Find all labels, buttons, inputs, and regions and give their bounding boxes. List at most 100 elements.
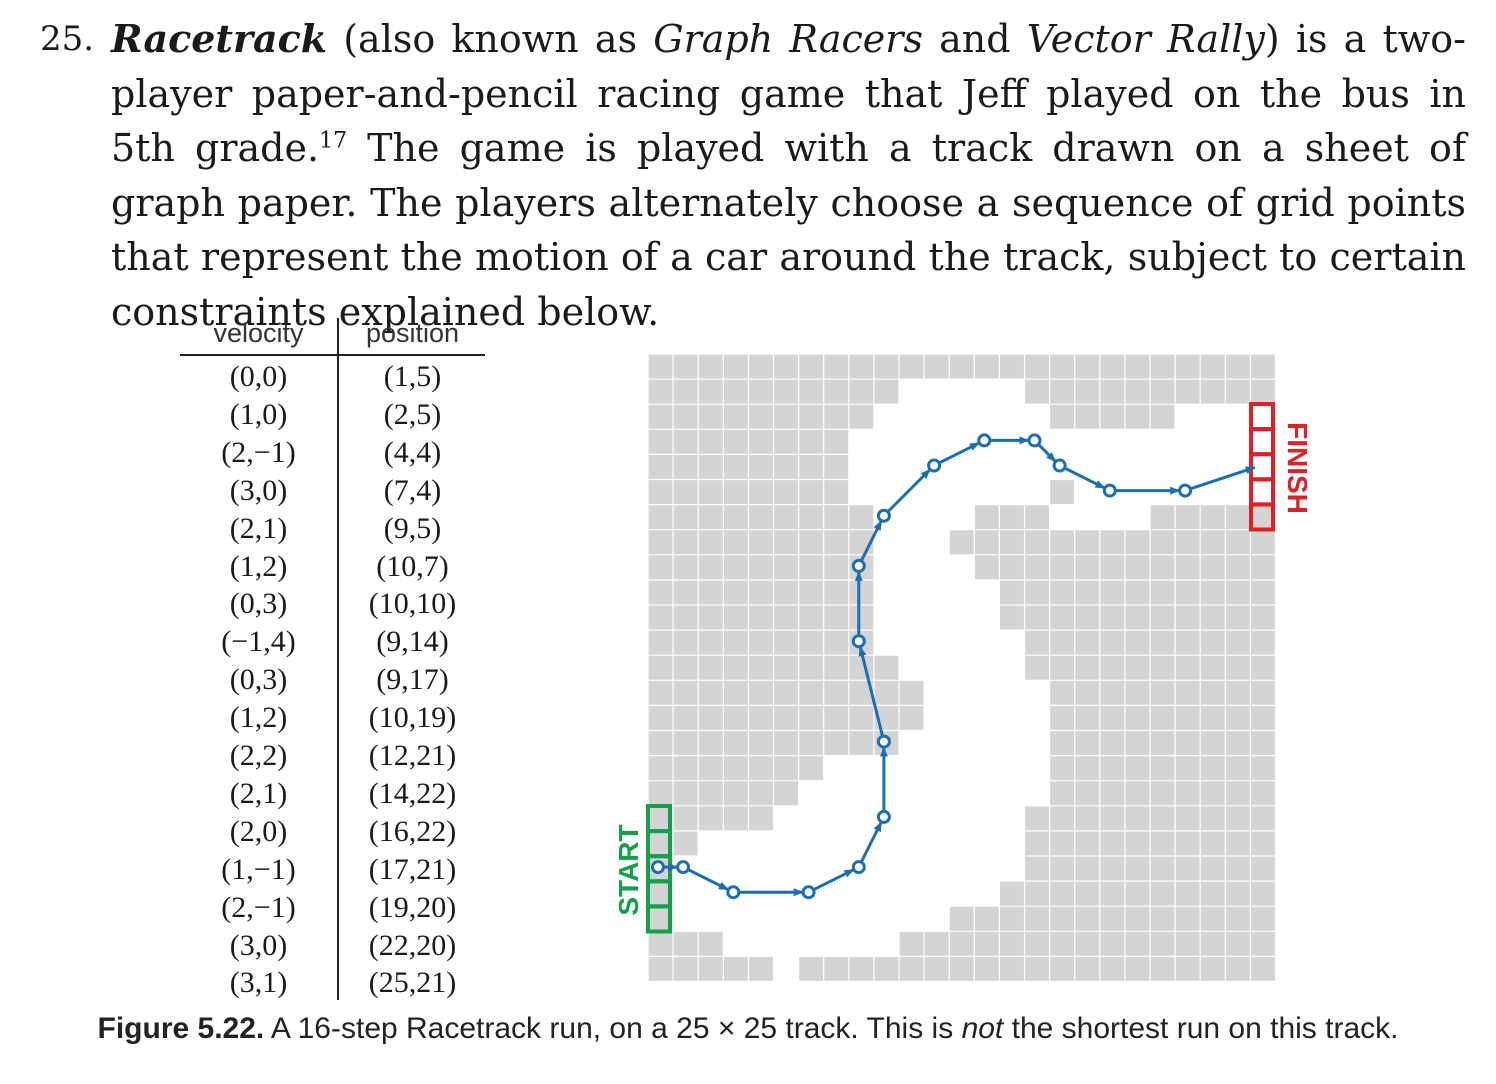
position-cell: (19,20) [368,890,457,924]
track-wall-cell [1124,655,1150,681]
track-road-cell [974,655,1000,681]
track-wall-cell [999,579,1025,605]
track-wall-cell [698,931,724,957]
track-wall-cell [1250,529,1276,555]
track-wall-cell [1024,554,1050,580]
track-wall-cell [1074,655,1100,681]
track-wall-cell [1175,956,1201,982]
track-wall-cell [1049,680,1075,706]
caption-emphasis: not [961,1012,1004,1045]
track-wall-cell [798,956,824,982]
track-wall-cell [1074,529,1100,555]
problem-intro-segment: Vector Rally [1026,17,1265,61]
track-wall-cell [648,755,674,781]
track-wall-cell [773,705,799,731]
track-road-cell [1099,504,1125,530]
track-road-cell [1024,479,1050,505]
track-wall-cell [1200,780,1226,806]
track-wall-cell [723,755,749,781]
track-road-cell [974,780,1000,806]
track-wall-cell [1049,479,1075,505]
track-wall-cell [1099,554,1125,580]
track-road-cell [848,479,874,505]
track-road-cell [924,504,950,530]
track-wall-cell [648,931,674,957]
track-wall-cell [648,705,674,731]
track-road-cell [1200,404,1226,430]
path-point [876,508,891,523]
track-wall-cell [999,504,1025,530]
track-wall-cell [1049,780,1075,806]
track-road-cell [873,579,899,605]
track-road-cell [823,931,849,957]
path-point [977,433,992,448]
track-wall-cell [1124,630,1150,656]
track-wall-cell [1150,931,1176,957]
track-road-cell [974,404,1000,430]
track-road-cell [823,805,849,831]
track-wall-cell [673,956,699,982]
track-wall-cell [974,931,1000,957]
position-cell: (9,14) [376,625,449,659]
track-wall-cell [823,730,849,756]
track-road-cell [924,881,950,907]
track-wall-cell [673,655,699,681]
track-wall-cell [1099,705,1125,731]
track-road-cell [974,454,1000,480]
track-road-cell [1049,429,1075,455]
track-wall-cell [1074,705,1100,731]
track-road-cell [924,705,950,731]
track-road-cell [848,454,874,480]
track-wall-cell [1250,354,1276,380]
track-road-cell [698,906,724,932]
track-wall-cell [673,479,699,505]
track-wall-cell [1049,906,1075,932]
track-road-cell [1074,429,1100,455]
track-road-cell [999,655,1025,681]
track-wall-cell [1124,856,1150,882]
track-wall-cell [1200,830,1226,856]
position-cell: (14,22) [368,776,457,810]
track-wall-cell [1200,680,1226,706]
track-wall-cell [1074,354,1100,380]
track-wall-cell [1200,379,1226,405]
track-road-cell [924,529,950,555]
path-point [1102,483,1117,498]
track-wall-cell [1150,354,1176,380]
track-wall-cell [924,956,950,982]
velocity-cell: (2,2) [229,739,288,772]
track-road-cell [723,931,749,957]
track-wall-cell [1250,956,1276,982]
track-wall-cell [698,429,724,455]
track-road-cell [873,830,899,856]
track-wall-cell [1049,755,1075,781]
track-road-cell [899,755,925,781]
track-wall-cell [673,680,699,706]
track-wall-cell [673,379,699,405]
track-wall-cell [698,730,724,756]
track-wall-cell [823,705,849,731]
track-wall-cell [1049,605,1075,631]
track-road-cell [1024,755,1050,781]
track-wall-cell [648,479,674,505]
track-wall-cell [1200,906,1226,932]
track-wall-cell [1250,655,1276,681]
track-wall-cell [648,605,674,631]
track-wall-cell [698,755,724,781]
track-wall-cell [723,705,749,731]
position-cell: (2,5) [383,397,442,431]
track-wall-cell [698,655,724,681]
track-road-cell [1175,404,1201,430]
track-wall-cell [773,354,799,380]
track-wall-cell [1124,805,1150,831]
path-point [851,558,866,573]
track-wall-cell [1175,856,1201,882]
track-wall-cell [1175,805,1201,831]
track-wall-cell [1250,830,1276,856]
track-wall-cell [1250,856,1276,882]
track-road-cell [823,906,849,932]
track-wall-cell [1250,906,1276,932]
table-row: (0,3) (9,17) [180,661,485,699]
track-road-cell [949,504,975,530]
track-wall-cell [748,579,774,605]
